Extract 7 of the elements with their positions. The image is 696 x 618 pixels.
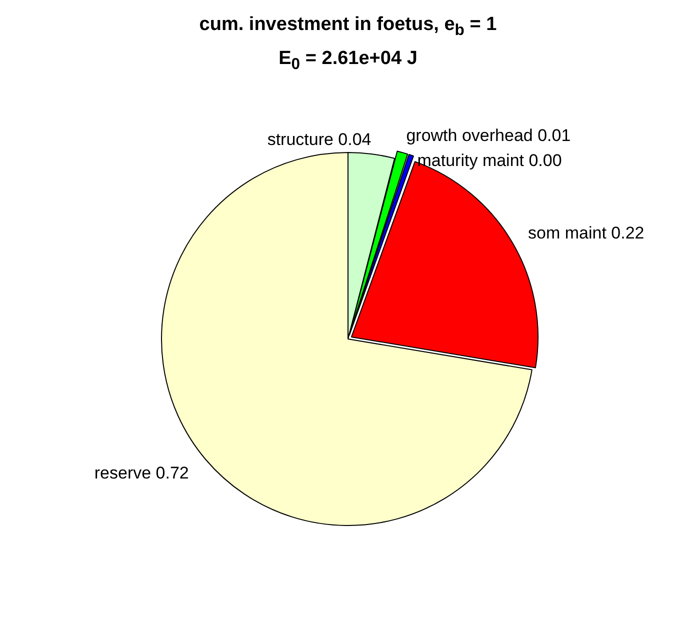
slice-label: growth overhead 0.01 bbox=[406, 126, 571, 145]
slice-label: maturity maint 0.00 bbox=[417, 150, 562, 170]
chart-subtitle: E$_{0}$ = 2.61e+04 J bbox=[278, 46, 418, 74]
slice-label: som maint 0.22 bbox=[528, 223, 644, 242]
slice-label: reserve 0.72 bbox=[94, 463, 189, 482]
chart-title: cum. investment in foetus, e$_{b}$ = 1 bbox=[198, 13, 498, 40]
slice-label: structure 0.04 bbox=[267, 129, 372, 148]
